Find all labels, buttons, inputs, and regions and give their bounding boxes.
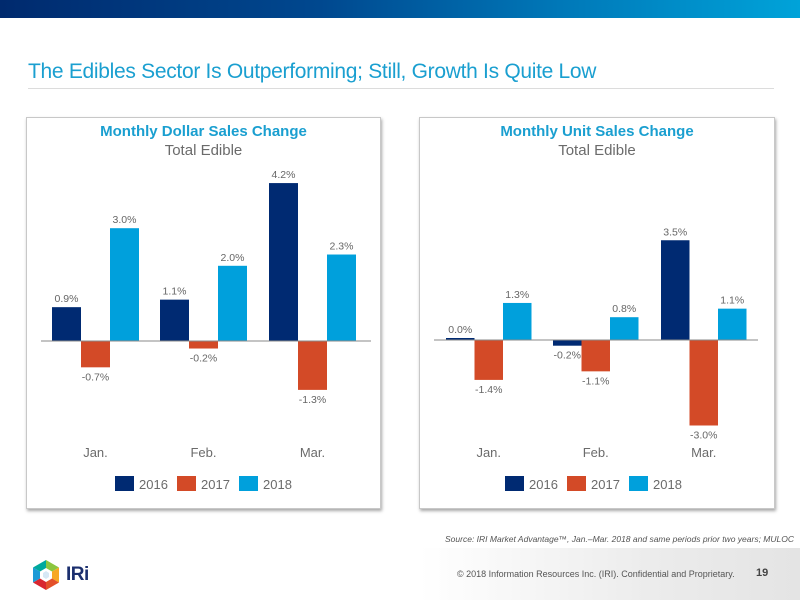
data-label: -1.4% bbox=[475, 384, 502, 396]
legend-label-2018: 2018 bbox=[653, 477, 682, 492]
legend-swatch-2018 bbox=[239, 476, 258, 491]
data-label: 4.2% bbox=[272, 169, 296, 181]
bar-2016-jan bbox=[52, 307, 81, 341]
data-label: -3.0% bbox=[690, 430, 717, 442]
bar-2017-mar bbox=[689, 340, 718, 426]
data-label: -0.2% bbox=[190, 353, 217, 365]
bar-2017-jan bbox=[474, 340, 503, 380]
data-label: 3.5% bbox=[663, 226, 687, 238]
bar-2018-jan bbox=[503, 302, 532, 340]
iri-logo-text: IRi bbox=[66, 564, 89, 585]
data-label: 1.1% bbox=[720, 295, 744, 307]
data-label: -0.7% bbox=[82, 371, 109, 383]
bar-2016-feb bbox=[553, 340, 582, 346]
bar-2016-mar bbox=[269, 183, 298, 341]
data-label: -1.1% bbox=[582, 375, 609, 387]
copyright-notice: © 2018 Information Resources Inc. (IRI).… bbox=[457, 569, 735, 579]
data-label: -1.3% bbox=[299, 394, 326, 406]
dollar-sales-bar-chart: 0.9% 1.1% 4.2% -0.7% -0.2% -1.3% 3.0% 2.0% 2.3% J… bbox=[41, 169, 371, 492]
category-label: Mar. bbox=[300, 445, 325, 460]
category-label: Mar. bbox=[691, 445, 716, 460]
unit-sales-bar-chart: 0.0% -0.2% 3.5% -1.4% -1.1% -3.0% 1.3% 0.8% 1.1%… bbox=[434, 226, 758, 492]
category-label: Jan. bbox=[83, 445, 108, 460]
category-label: Jan. bbox=[476, 445, 501, 460]
data-label: 2.0% bbox=[221, 252, 245, 264]
page-number: 19 bbox=[756, 567, 769, 579]
legend-label-2016: 2016 bbox=[529, 477, 558, 492]
legend-swatch-2017 bbox=[177, 476, 196, 491]
chart-subtitle: Total Edible bbox=[558, 142, 636, 159]
iri-logo-icon bbox=[33, 560, 59, 590]
legend-label-2017: 2017 bbox=[201, 477, 230, 492]
footer-background bbox=[420, 548, 800, 600]
category-label: Feb. bbox=[190, 445, 216, 460]
legend-swatch-2016 bbox=[115, 476, 134, 491]
data-label: 1.3% bbox=[505, 289, 529, 301]
bar-2017-feb bbox=[581, 340, 610, 372]
chart-title: Monthly Dollar Sales Change bbox=[100, 123, 307, 140]
legend-swatch-2018 bbox=[629, 476, 648, 491]
dollar-sales-chart-panel: Monthly Dollar Sales Change Total Edible… bbox=[26, 117, 381, 509]
data-label: 0.8% bbox=[612, 303, 636, 315]
bar-2017-mar bbox=[298, 341, 327, 390]
chart-title: Monthly Unit Sales Change bbox=[500, 123, 694, 140]
bar-2017-feb bbox=[189, 341, 218, 349]
bar-2017-jan bbox=[81, 341, 110, 368]
header-gradient-band bbox=[0, 0, 800, 18]
data-label: 0.9% bbox=[55, 293, 79, 305]
bar-2016-mar bbox=[661, 240, 690, 340]
bar-2018-jan bbox=[110, 228, 139, 341]
legend-swatch-2016 bbox=[505, 476, 524, 491]
unit-sales-chart-panel: Monthly Unit Sales Change Total Edible 0… bbox=[419, 117, 775, 509]
data-label: 2.3% bbox=[330, 241, 354, 253]
data-label: 3.0% bbox=[113, 214, 137, 226]
legend-label-2016: 2016 bbox=[139, 477, 168, 492]
bar-2016-jan bbox=[446, 338, 475, 340]
slide-title: The Edibles Sector Is Outperforming; Sti… bbox=[28, 60, 597, 83]
legend-swatch-2017 bbox=[567, 476, 586, 491]
data-label: 1.1% bbox=[163, 286, 187, 298]
data-label: 0.0% bbox=[448, 324, 472, 336]
bar-2018-feb bbox=[610, 317, 639, 340]
bar-2016-feb bbox=[160, 299, 189, 341]
title-divider bbox=[28, 88, 774, 89]
chart-subtitle: Total Edible bbox=[164, 142, 243, 159]
bar-2018-mar bbox=[718, 308, 747, 340]
category-label: Feb. bbox=[583, 445, 609, 460]
data-label: -0.2% bbox=[554, 350, 581, 362]
source-note: Source: IRI Market Advantage™, Jan.–Mar.… bbox=[445, 534, 794, 544]
legend-label-2017: 2017 bbox=[591, 477, 620, 492]
bar-2018-mar bbox=[327, 254, 356, 341]
bar-2018-feb bbox=[218, 265, 247, 341]
legend-label-2018: 2018 bbox=[263, 477, 292, 492]
